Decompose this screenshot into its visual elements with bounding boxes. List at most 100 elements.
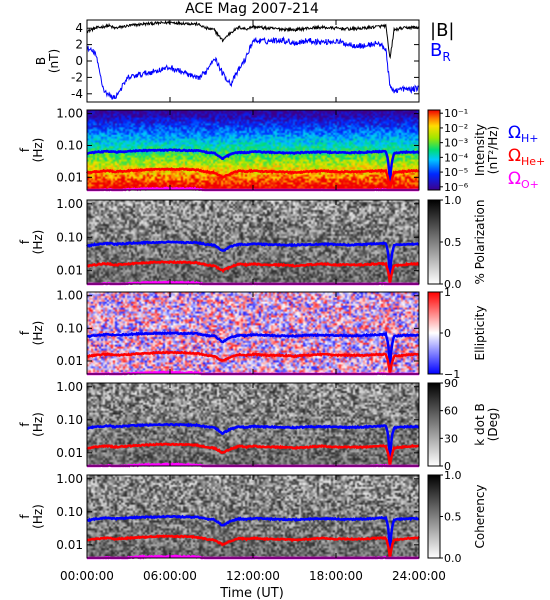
y-axis-label-unit: (Hz) [31, 504, 45, 529]
x-tick-label: 12:00:00 [226, 569, 280, 583]
colorbar-label-name: % Polarization [473, 200, 487, 285]
y-tick-label: 1.00 [56, 472, 83, 486]
y-axis-label: f (Hz) [18, 321, 45, 346]
panel-coherency: 1.00 0.10 0.01 f (Hz) 1.0 0.5 0.0 Coherency [18, 469, 487, 565]
panel-magnetic-field: 420-2-4B (nT)|B|BR [34, 19, 454, 103]
x-tick-label: 18:00:00 [309, 569, 363, 583]
y-axis-label-unit: (Hz) [31, 321, 45, 346]
panel-polarization: 1.00 0.10 0.01 f (Hz) 1.0 0.5 0.0 % Polarization [18, 194, 487, 291]
x-axis-label: Time (UT) [219, 586, 284, 600]
colorbar-label: Intensity (nT²/Hz) [473, 124, 500, 176]
y-tick-label: 0.01 [56, 446, 83, 460]
y-tick-label: 2 [75, 38, 83, 52]
legend-b-radial: BR [430, 40, 451, 64]
y-tick-label: 1.00 [56, 197, 83, 211]
y-tick-label: 0.01 [56, 538, 83, 552]
colorbar [427, 382, 441, 467]
colorbar-tick-label: 0 [444, 327, 451, 340]
y-tick-label: 4 [75, 21, 83, 35]
x-tick-label: 24:00:00 [392, 569, 446, 583]
y-tick-label: 0.10 [56, 321, 83, 335]
y-tick-label: 0.10 [56, 138, 83, 152]
colorbar-tick-label: 90 [444, 377, 458, 390]
colorbar [427, 474, 441, 559]
gyrofrequency-line-He-plus [86, 259, 420, 284]
legend-omega-subscript: O+ [521, 178, 539, 191]
colorbar-tick-label: 10⁻¹ [444, 107, 468, 120]
colorbar-tick-label: 10⁻⁴ [444, 151, 469, 164]
colorbar-tick-label: 60 [444, 405, 458, 418]
colorbar-tick-label: 10⁻⁶ [444, 181, 469, 194]
y-axis-label-unit: (Hz) [31, 412, 45, 437]
colorbar-label-name: k dot B [473, 403, 487, 445]
gyrofrequency-line-He-plus [85, 167, 420, 191]
y-axis-label-unit: (Hz) [31, 230, 45, 255]
colorbar [427, 109, 441, 191]
colorbar-label-name: Ellipticity [473, 306, 487, 361]
gyrofrequency-line-H-plus [86, 240, 420, 285]
panel-spectrogram: 1.00 0.10 0.01 f (Hz) 10⁻¹ 10⁻² 10⁻³10⁻⁴ 10⁻⁵ 10⁻… [18, 107, 545, 194]
series-line-b-magnitude [86, 19, 420, 60]
legend-b-radial-subscript: R [442, 50, 450, 64]
colorbar-label-unit: (nT²/Hz) [486, 126, 500, 174]
y-axis-label-name: f [18, 330, 32, 335]
y-tick-label: 1.00 [56, 380, 83, 394]
plot-area [87, 20, 419, 102]
y-axis-label: f (Hz) [18, 504, 45, 529]
colorbar-label-unit: (Deg) [486, 408, 500, 442]
gyrofrequency-line-H-plus [86, 422, 419, 466]
x-tick-label: 00:00:00 [60, 569, 114, 583]
colorbar-tick-label: 0.5 [444, 236, 462, 249]
colorbar-tick-label: 1 [444, 286, 451, 299]
legend-omega-h-plus: ΩH+ [508, 123, 539, 145]
colorbar-label: k dot B (Deg) [473, 403, 500, 445]
colorbar-tick-label: 0.5 [444, 511, 462, 524]
colorbar-tick-label: 0.0 [444, 278, 462, 291]
y-tick-label: 1.00 [56, 289, 83, 303]
y-tick-label: 0.01 [56, 264, 83, 278]
y-axis-label-name: f [18, 422, 32, 427]
y-tick-label: 1.00 [56, 107, 83, 121]
y-tick-label: 0.10 [56, 413, 83, 427]
gyrofrequency-line-He-plus [86, 534, 420, 558]
y-tick-label: 0 [75, 54, 83, 68]
gyrofrequency-line-He-plus [86, 350, 420, 374]
y-tick-label: -4 [71, 87, 83, 101]
y-tick-label: 0.01 [56, 170, 83, 184]
y-axis-label: f (Hz) [18, 230, 45, 255]
y-tick-label: -2 [71, 70, 83, 84]
y-tick-label: 0.10 [56, 505, 83, 519]
y-tick-label: 0.01 [56, 354, 83, 368]
y-axis-label-unit: (Hz) [31, 138, 45, 163]
gyrofrequency-line-H-plus [86, 148, 420, 191]
y-axis-label-name: f [18, 239, 32, 244]
colorbar-label-name: Coherency [473, 484, 487, 548]
colorbar-label-name: Intensity [473, 124, 487, 176]
y-axis-label: f (Hz) [18, 412, 45, 437]
y-tick-label: 0.10 [56, 230, 83, 244]
colorbar-tick-label: 10⁻⁵ [444, 166, 468, 179]
colorbar-label: % Polarization [473, 200, 487, 285]
gyrofrequency-line-He-plus [86, 442, 420, 467]
figure-title: ACE Mag 2007-214 [185, 1, 319, 17]
colorbar [427, 291, 441, 375]
y-axis-label-name: f [18, 147, 32, 152]
colorbar-tick-label: 10⁻² [444, 122, 468, 135]
y-axis-label-name: f [18, 514, 32, 519]
colorbar-tick-label: 0.0 [444, 552, 462, 565]
panel-k-dot-b: 1.00 0.10 0.01 f (Hz) 90 60 30 0 k dot B (Deg) [18, 377, 500, 473]
colorbar-tick-label: 30 [444, 432, 458, 445]
colorbar-tick-label: 1.0 [444, 194, 462, 207]
colorbar [427, 199, 441, 285]
gyrofrequency-line-H-plus [86, 514, 420, 559]
y-axis-label-unit: (nT) [47, 49, 61, 73]
y-axis-label: f (Hz) [18, 138, 45, 163]
colorbar-tick-label: 0 [444, 460, 451, 473]
y-axis-label: B (nT) [34, 49, 61, 73]
panel-ellipticity: 1.00 0.10 0.01 f (Hz) 1 0 −1 Ellipticity [18, 286, 487, 381]
x-tick-label: 06:00:00 [143, 569, 197, 583]
y-axis-label-name: B [34, 57, 48, 65]
legend-omega-subscript: H+ [521, 132, 539, 145]
gyrofrequency-line-H-plus [86, 330, 420, 375]
